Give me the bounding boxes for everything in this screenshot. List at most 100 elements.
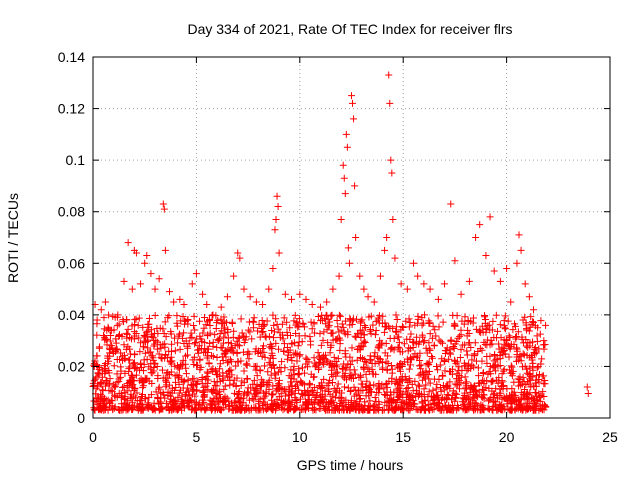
- data-point: [201, 345, 209, 353]
- data-point: [180, 317, 188, 325]
- data-point: [499, 385, 507, 393]
- data-point: [275, 383, 283, 391]
- data-point: [203, 403, 211, 411]
- data-point: [213, 343, 221, 351]
- data-point: [98, 392, 106, 400]
- data-point: [105, 311, 113, 319]
- data-point: [329, 362, 337, 370]
- data-point: [248, 335, 256, 343]
- data-point: [445, 391, 453, 399]
- data-point: [458, 366, 466, 374]
- data-point: [239, 332, 247, 340]
- data-point: [237, 406, 245, 414]
- data-point: [314, 313, 322, 321]
- data-point: [97, 391, 105, 399]
- data-point: [451, 380, 459, 388]
- data-point: [340, 328, 348, 336]
- data-point: [386, 334, 394, 342]
- data-point: [286, 324, 294, 332]
- data-point: [454, 403, 462, 411]
- data-point: [124, 325, 132, 333]
- data-point: [339, 323, 347, 331]
- data-point: [164, 392, 172, 400]
- data-point: [346, 404, 354, 412]
- data-point: [128, 383, 136, 391]
- data-point: [381, 391, 389, 399]
- data-point: [97, 406, 105, 414]
- data-point: [254, 388, 262, 396]
- data-point: [301, 406, 309, 414]
- data-point: [542, 321, 550, 329]
- data-point: [418, 376, 426, 384]
- data-point: [132, 249, 140, 257]
- data-point: [399, 390, 407, 398]
- data-point: [371, 401, 379, 409]
- data-point: [429, 386, 437, 394]
- data-point: [392, 311, 400, 319]
- data-point: [206, 329, 214, 337]
- data-point: [267, 371, 275, 379]
- data-point: [292, 397, 300, 405]
- data-point: [113, 393, 121, 401]
- y-tick-label: 0: [77, 410, 85, 426]
- data-point: [312, 361, 320, 369]
- data-point: [94, 362, 102, 370]
- data-point: [421, 405, 429, 413]
- data-point: [403, 285, 411, 293]
- data-point: [297, 379, 305, 387]
- data-point: [355, 391, 363, 399]
- data-point: [275, 345, 283, 353]
- data-point: [418, 398, 426, 406]
- data-points: [89, 71, 592, 414]
- data-point: [109, 405, 117, 413]
- data-point: [426, 285, 434, 293]
- data-point: [441, 349, 449, 357]
- data-point: [458, 317, 466, 325]
- data-point: [307, 318, 315, 326]
- data-point: [483, 359, 491, 367]
- data-point: [491, 401, 499, 409]
- data-point: [213, 371, 221, 379]
- data-point: [387, 362, 395, 370]
- data-point: [259, 301, 267, 309]
- data-point: [355, 330, 363, 338]
- data-point: [464, 402, 472, 410]
- data-point: [530, 318, 538, 326]
- data-point: [498, 395, 506, 403]
- data-point: [240, 394, 248, 402]
- data-point: [144, 404, 152, 412]
- data-point: [414, 352, 422, 360]
- data-point: [134, 321, 142, 329]
- plot-frame: [92, 56, 611, 419]
- data-point: [250, 314, 258, 322]
- data-point: [265, 285, 273, 293]
- data-point: [406, 377, 414, 385]
- data-point: [366, 327, 374, 335]
- data-point: [237, 382, 245, 390]
- data-point: [495, 374, 503, 382]
- data-point: [180, 329, 188, 337]
- data-point: [383, 366, 391, 374]
- data-point: [532, 349, 540, 357]
- data-point: [451, 257, 459, 265]
- data-point: [93, 331, 101, 339]
- data-point: [505, 366, 513, 374]
- data-point: [424, 371, 432, 379]
- data-point: [332, 368, 340, 376]
- data-point: [154, 330, 162, 338]
- data-point: [317, 341, 325, 349]
- data-point: [236, 254, 244, 262]
- data-point: [200, 349, 208, 357]
- data-point: [478, 405, 486, 413]
- data-point: [237, 398, 245, 406]
- data-point: [243, 360, 251, 368]
- data-point: [131, 394, 139, 402]
- data-point: [203, 301, 211, 309]
- data-point: [493, 327, 501, 335]
- data-point: [269, 264, 277, 272]
- y-tick-label: 0.04: [58, 307, 85, 323]
- data-point: [482, 252, 490, 260]
- data-point: [465, 339, 473, 347]
- data-point: [324, 323, 332, 331]
- data-point: [424, 400, 432, 408]
